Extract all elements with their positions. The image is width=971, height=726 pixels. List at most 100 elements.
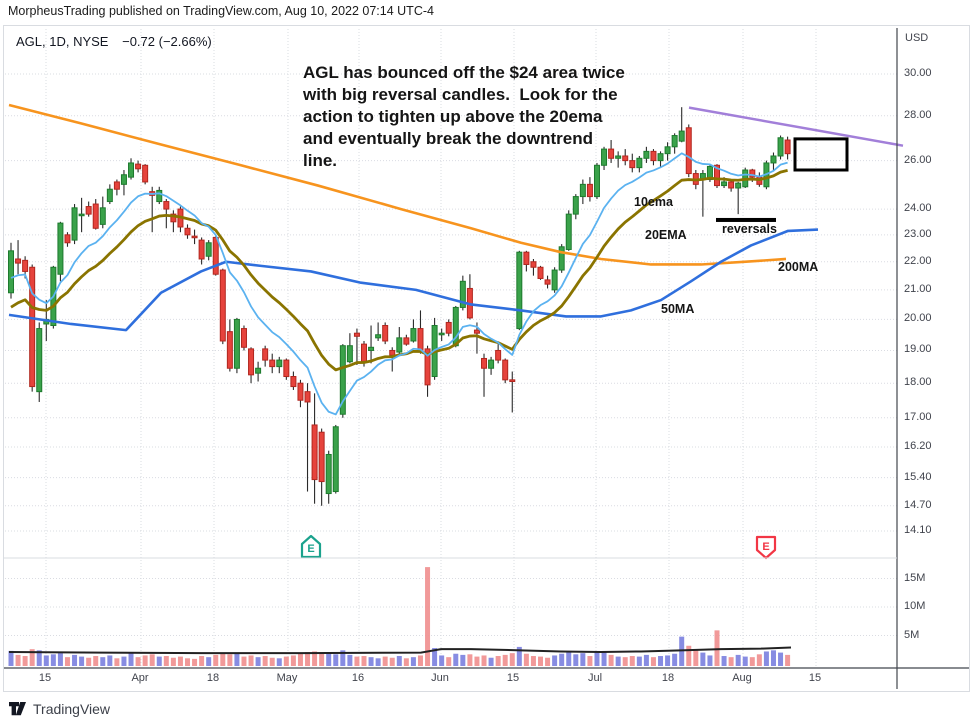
candle bbox=[375, 334, 382, 339]
volume-bar bbox=[64, 657, 70, 666]
price-change: −0.72 (−2.66%) bbox=[122, 34, 212, 49]
volume-bar bbox=[439, 655, 445, 666]
time-tick: Aug bbox=[732, 672, 752, 684]
candle bbox=[502, 359, 509, 381]
downtrend-line[interactable] bbox=[688, 106, 904, 147]
reversals-bracket[interactable] bbox=[716, 217, 776, 222]
volume-bar bbox=[785, 654, 791, 666]
candle bbox=[523, 251, 530, 265]
volume-bar bbox=[312, 651, 318, 666]
volume-bar bbox=[149, 654, 155, 666]
volume-bar bbox=[650, 657, 656, 666]
volume-bar bbox=[354, 656, 360, 666]
candle bbox=[579, 183, 586, 198]
volume-bar bbox=[100, 657, 106, 666]
candle bbox=[728, 181, 735, 189]
volume-bar bbox=[206, 657, 212, 666]
candle bbox=[770, 155, 777, 164]
volume-bar bbox=[516, 646, 522, 666]
candle bbox=[85, 206, 92, 215]
volume-bar bbox=[545, 657, 551, 666]
candle bbox=[438, 332, 445, 336]
volume-bar bbox=[114, 658, 120, 666]
candle bbox=[57, 222, 64, 275]
volume-bar bbox=[297, 653, 303, 666]
price-tick: 16.20 bbox=[904, 439, 932, 452]
volume-bar bbox=[234, 653, 240, 666]
volume-bar bbox=[305, 652, 311, 666]
candle bbox=[304, 391, 311, 403]
volume-bar bbox=[128, 653, 134, 666]
candle bbox=[290, 376, 297, 388]
ma50-label: 50MA bbox=[661, 302, 695, 316]
candle bbox=[240, 328, 247, 348]
volume-bar bbox=[227, 654, 233, 666]
symbol-header[interactable]: AGL, 1D, NYSE −0.72 (−2.66%) bbox=[16, 34, 212, 49]
volume-bar bbox=[658, 656, 664, 666]
volume-bar bbox=[86, 657, 92, 666]
candle bbox=[170, 213, 177, 223]
volume-bar bbox=[474, 656, 480, 666]
volume-bar bbox=[142, 655, 148, 666]
candle bbox=[318, 431, 325, 483]
volume-bar bbox=[396, 656, 402, 666]
price-tick: 26.00 bbox=[904, 153, 932, 166]
candle bbox=[382, 325, 389, 342]
drawn-rectangle[interactable] bbox=[793, 137, 849, 172]
volume-bar bbox=[615, 656, 621, 666]
volume-bars[interactable] bbox=[8, 567, 791, 666]
volume-tick: 15M bbox=[904, 571, 926, 584]
volume-bar bbox=[425, 567, 431, 666]
time-tick: 15 bbox=[808, 672, 822, 684]
candle bbox=[424, 348, 431, 386]
price-tick: 19.00 bbox=[904, 343, 932, 356]
annotation-text: AGL has bounced off the $24 area twice w… bbox=[303, 63, 625, 170]
candle bbox=[71, 207, 78, 241]
volume-bar bbox=[509, 653, 515, 666]
candle bbox=[488, 359, 495, 369]
volume-bar bbox=[72, 654, 78, 666]
volume-bar bbox=[672, 653, 678, 666]
ma10-label: 10ema bbox=[634, 195, 673, 209]
volume-bar bbox=[594, 652, 600, 666]
earnings-marker-up-icon[interactable] bbox=[300, 534, 322, 559]
candle bbox=[361, 343, 367, 363]
price-tick: 15.40 bbox=[904, 470, 932, 483]
volume-bar bbox=[361, 656, 367, 666]
candle bbox=[346, 345, 353, 363]
volume-bar bbox=[93, 656, 99, 666]
volume-bar bbox=[107, 655, 113, 666]
price-tick: 28.00 bbox=[904, 108, 932, 121]
candle bbox=[593, 164, 600, 198]
candle bbox=[255, 367, 262, 374]
volume-bar bbox=[177, 656, 183, 666]
reversals-label: reversals bbox=[722, 222, 777, 236]
candle bbox=[735, 182, 742, 189]
volume-bar bbox=[742, 656, 748, 666]
earnings-marker-down-icon[interactable] bbox=[755, 535, 777, 560]
candle bbox=[8, 250, 14, 294]
candle bbox=[29, 266, 36, 388]
candle bbox=[516, 251, 523, 330]
ma200-label: 200MA bbox=[778, 260, 819, 274]
ma50-line bbox=[8, 228, 819, 332]
candle bbox=[142, 164, 149, 183]
currency-label: USD bbox=[905, 32, 929, 44]
ma200-line bbox=[8, 103, 787, 266]
volume-bar bbox=[269, 657, 275, 666]
earnings-letter: E bbox=[762, 541, 769, 553]
candle bbox=[678, 130, 685, 142]
volume-bar bbox=[319, 653, 325, 666]
volume-bar bbox=[283, 656, 289, 666]
candle bbox=[410, 328, 417, 342]
footer-logo[interactable]: TradingView bbox=[8, 699, 110, 718]
price-tick: 23.00 bbox=[904, 227, 932, 240]
candle bbox=[262, 348, 269, 361]
candle bbox=[551, 269, 558, 291]
volume-bar bbox=[333, 654, 339, 666]
volume-bar bbox=[467, 654, 473, 666]
candle bbox=[219, 269, 226, 342]
volume-bar bbox=[43, 655, 49, 666]
